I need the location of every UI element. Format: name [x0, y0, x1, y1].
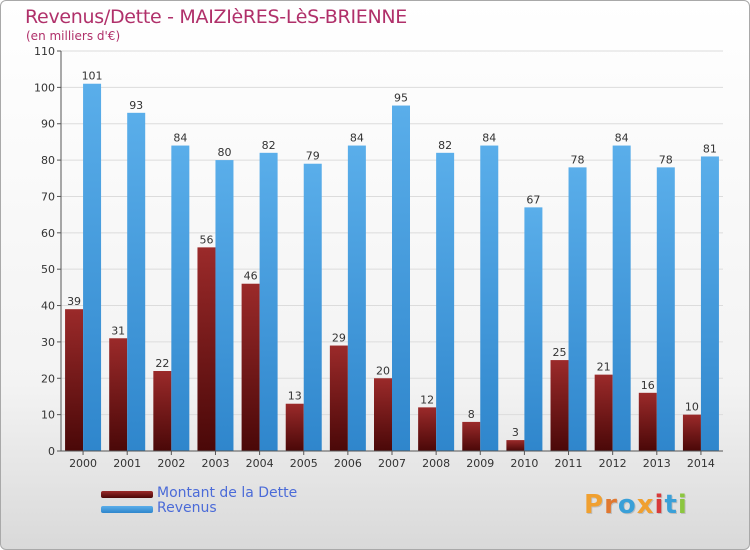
y-tick-label: 50 [41, 263, 55, 276]
x-tick-label: 2002 [157, 457, 185, 470]
bar-debt [285, 403, 304, 451]
legend-label-debt: Montant de la Dette [157, 485, 298, 501]
bar-debt [374, 378, 392, 451]
bar-revenue [83, 83, 102, 452]
x-tick-label: 2009 [466, 457, 494, 470]
y-tick-label: 20 [41, 372, 55, 385]
bar-debt [506, 440, 525, 451]
data-label: 22 [155, 357, 169, 370]
y-tick-label: 10 [41, 409, 55, 422]
bar-revenue [612, 145, 631, 451]
x-tick-label: 2006 [334, 457, 362, 470]
x-tick-label: 2000 [69, 457, 97, 470]
chart-subtitle: (en milliers d'€) [26, 29, 121, 43]
data-label: 84 [350, 132, 364, 145]
data-label: 3 [512, 426, 519, 439]
bar-debt [241, 283, 260, 451]
x-tick-label: 2010 [510, 457, 538, 470]
bar-revenue [700, 156, 719, 452]
data-label: 39 [67, 295, 81, 308]
bar-debt [65, 309, 84, 451]
data-label: 16 [641, 379, 655, 392]
data-label: 29 [332, 332, 346, 345]
data-label: 84 [615, 132, 629, 145]
data-label: 78 [659, 153, 673, 166]
bar-revenue [347, 145, 366, 451]
x-tick-label: 2008 [422, 457, 450, 470]
data-label: 20 [376, 364, 390, 377]
x-tick-label: 2004 [246, 457, 274, 470]
bar-revenue [171, 145, 190, 451]
x-tick-label: 2012 [599, 457, 627, 470]
x-tick-label: 2003 [201, 457, 229, 470]
y-tick-label: 40 [41, 300, 55, 313]
bar-debt [197, 247, 216, 451]
bar-debt [638, 392, 657, 451]
data-label: 84 [482, 132, 496, 145]
bar-debt [109, 338, 128, 451]
bar-debt [550, 360, 569, 451]
legend-label-revenue: Revenus [157, 500, 217, 516]
data-label: 80 [217, 146, 231, 159]
bar-debt [153, 371, 172, 451]
data-label: 13 [288, 390, 302, 403]
data-label: 46 [244, 270, 258, 283]
bar-revenue [436, 152, 455, 451]
bar-debt [462, 421, 481, 451]
bar-revenue [524, 207, 543, 451]
data-label: 82 [262, 139, 276, 152]
y-tick-label: 0 [48, 445, 55, 458]
bar-revenue [215, 160, 234, 451]
data-label: 12 [420, 393, 434, 406]
bar-revenue [656, 167, 675, 451]
bar-revenue [303, 163, 322, 451]
x-tick-label: 2013 [643, 457, 671, 470]
data-label: 67 [526, 193, 540, 206]
data-label: 56 [199, 233, 213, 246]
y-tick-label: 60 [41, 227, 55, 240]
x-tick-label: 2007 [378, 457, 406, 470]
bar-debt [329, 345, 348, 451]
legend-swatch-debt [101, 491, 153, 498]
legend-swatch-revenue [101, 506, 153, 513]
bar-revenue [127, 112, 146, 452]
y-tick-label: 110 [34, 45, 55, 58]
data-label: 78 [571, 153, 585, 166]
data-label: 101 [82, 70, 103, 83]
data-label: 21 [597, 361, 611, 374]
bar-debt [418, 407, 437, 451]
proxiti-logo: Proxiti [584, 490, 688, 520]
y-tick-label: 90 [41, 118, 55, 131]
y-tick-label: 100 [34, 81, 55, 94]
data-label: 8 [468, 408, 475, 421]
bar-revenue [568, 167, 587, 451]
data-label: 82 [438, 139, 452, 152]
y-tick-label: 30 [41, 336, 55, 349]
data-label: 31 [111, 324, 125, 337]
bar-debt [594, 374, 613, 451]
y-tick-label: 70 [41, 190, 55, 203]
bar-revenue [392, 105, 410, 451]
data-label: 25 [553, 346, 567, 359]
bar-revenue [259, 152, 278, 451]
bar-debt [682, 414, 701, 451]
data-label: 81 [703, 142, 717, 155]
y-tick-label: 80 [41, 154, 55, 167]
x-tick-label: 2005 [290, 457, 318, 470]
data-label: 95 [394, 92, 408, 105]
data-label: 84 [173, 132, 187, 145]
data-label: 79 [306, 150, 320, 163]
x-tick-label: 2014 [687, 457, 715, 470]
bar-revenue [480, 145, 499, 451]
x-tick-label: 2001 [113, 457, 141, 470]
x-tick-label: 2011 [555, 457, 583, 470]
data-label: 93 [129, 99, 143, 112]
chart-title: Revenus/Dette - MAIZIèRES-LèS-BRIENNE [25, 6, 407, 28]
data-label: 10 [685, 401, 699, 414]
